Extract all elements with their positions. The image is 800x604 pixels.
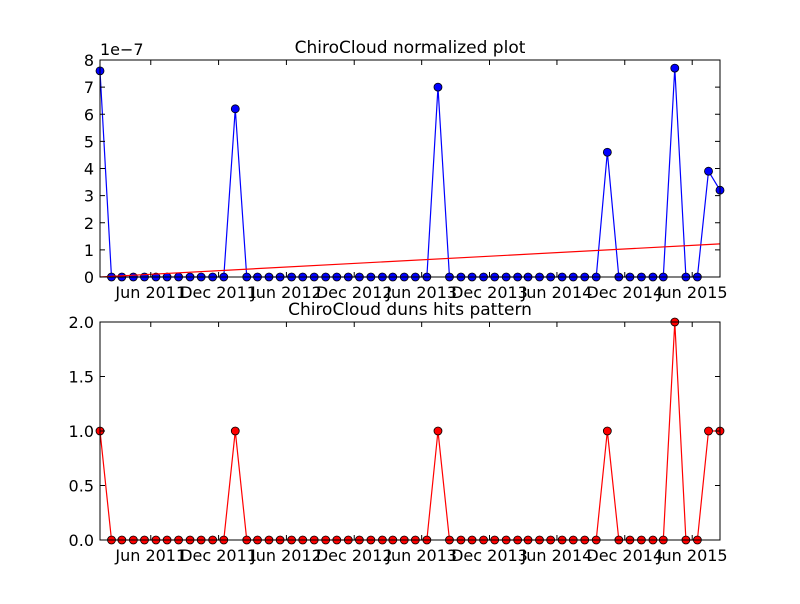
x-tick-label: Jun 2012 <box>250 546 322 565</box>
chart-title: ChiroCloud normalized plot <box>295 38 526 58</box>
y-tick-label: 6 <box>84 105 94 124</box>
x-tick-label: Dec 2012 <box>316 546 393 565</box>
x-tick-label: Jun 2015 <box>656 546 728 565</box>
y-tick-label: 5 <box>84 132 94 151</box>
y-tick-label: 7 <box>84 78 94 97</box>
x-tick-label: Dec 2013 <box>451 283 528 302</box>
x-tick-label: Dec 2013 <box>451 546 528 565</box>
x-tick-label: Dec 2012 <box>316 283 393 302</box>
x-tick-label: Dec 2014 <box>586 546 663 565</box>
y-tick-label: 2.0 <box>69 313 94 332</box>
y-tick-label: 4 <box>84 160 94 179</box>
plot-area <box>95 317 725 545</box>
y-axis-offset-label: 1e−7 <box>100 40 144 59</box>
x-tick-label: Jun 2015 <box>656 283 728 302</box>
data-point <box>230 426 240 436</box>
data-point <box>670 63 680 73</box>
data-point <box>602 426 612 436</box>
x-tick-label: Dec 2011 <box>180 546 257 565</box>
x-tick-label: Jun 2012 <box>250 283 322 302</box>
y-tick-label: 3 <box>84 187 94 206</box>
data-point <box>602 147 612 157</box>
y-tick-label: 2 <box>84 214 94 233</box>
y-tick-label: 1 <box>84 241 94 260</box>
data-point <box>704 426 713 436</box>
data-point <box>230 104 240 114</box>
series-line <box>99 243 721 278</box>
data-point <box>704 166 713 176</box>
y-tick-label: 1.5 <box>69 368 94 387</box>
x-tick-label: Jun 2013 <box>385 283 457 302</box>
x-tick-label: Jun 2013 <box>385 546 457 565</box>
subplot-duns-hits: ChiroCloud duns hits pattern 0.0 0.5 1.0 1.… <box>69 300 728 565</box>
y-tick-label: 0.5 <box>69 477 94 496</box>
subplot-normalized: ChiroCloud normalized plot 1e−7 0 1 2 3 4 5 6 7… <box>84 38 728 302</box>
data-point <box>433 426 443 436</box>
chart-title: ChiroCloud duns hits pattern <box>288 300 532 320</box>
x-tick-label: Jun 2014 <box>521 546 593 565</box>
y-tick-label: 1.0 <box>69 422 94 441</box>
x-tick-label: Jun 2011 <box>114 546 186 565</box>
x-tick-label: Dec 2014 <box>586 283 663 302</box>
data-point <box>433 82 443 92</box>
y-tick-label: 0.0 <box>69 531 94 550</box>
x-tick-label: Dec 2011 <box>180 283 257 302</box>
y-tick-label: 0 <box>84 268 94 287</box>
y-tick-label: 8 <box>84 51 94 70</box>
x-tick-label: Jun 2011 <box>114 283 186 302</box>
x-tick-label: Jun 2014 <box>521 283 593 302</box>
